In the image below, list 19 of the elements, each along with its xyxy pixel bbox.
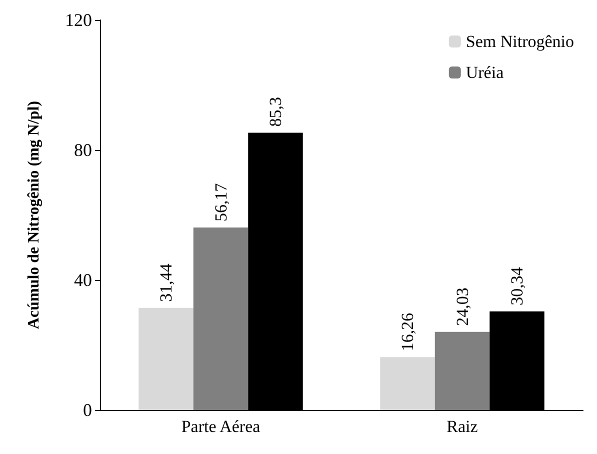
y-tick-label: 80 (74, 140, 92, 160)
x-tick-label: Parte Aérea (181, 417, 261, 436)
data-label: 30,34 (507, 266, 526, 306)
data-label: 85,3 (266, 97, 285, 127)
x-tick-label: Raiz (446, 417, 478, 436)
bar (193, 227, 248, 410)
y-tick-label: 40 (74, 270, 92, 290)
data-label: 56,17 (211, 182, 230, 222)
data-label: 31,44 (156, 263, 176, 302)
bar (138, 308, 194, 410)
bar (434, 332, 490, 410)
bar (380, 357, 435, 410)
y-axis-title: Acúmulo de Nitrogênio (mg N/pl) (26, 100, 42, 330)
data-label: 24,03 (452, 288, 472, 326)
legend-label: Uréia (466, 63, 504, 82)
y-tick-label: 120 (65, 10, 92, 30)
legend-label: Sem Nitrogênio (466, 32, 574, 51)
y-tick-label: 0 (83, 400, 92, 420)
data-label: 16,26 (398, 312, 418, 352)
